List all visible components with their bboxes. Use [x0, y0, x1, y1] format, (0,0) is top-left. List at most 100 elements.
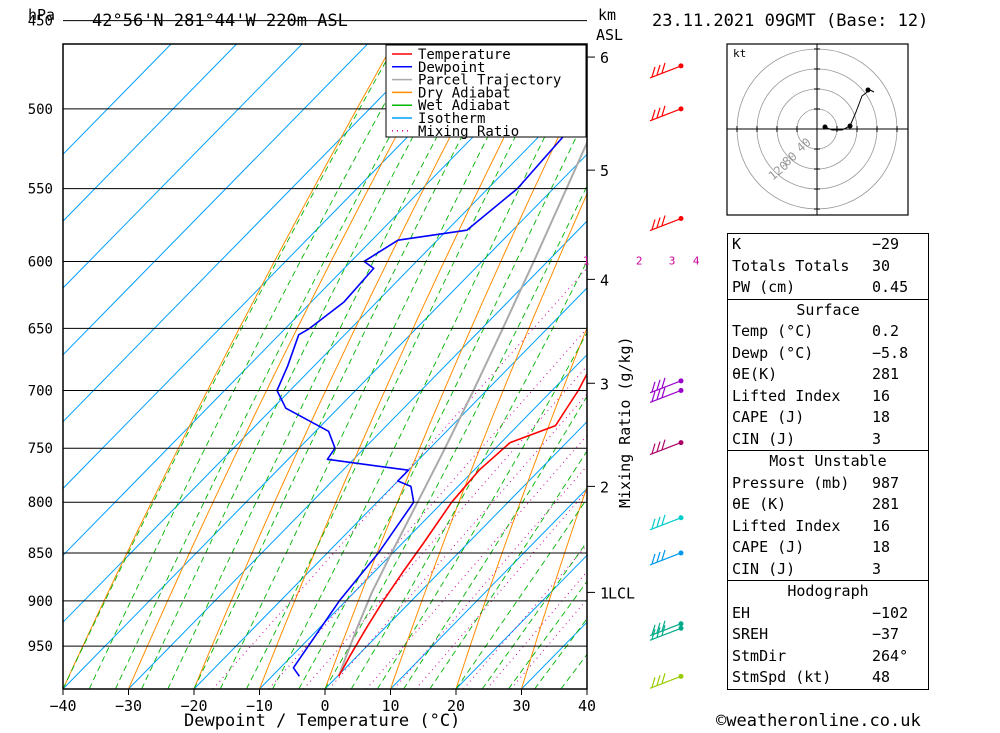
index-label: θE (K) [732, 495, 787, 513]
pressure-tick-label: 750 [28, 441, 53, 457]
wind-barb-feather [656, 389, 661, 400]
index-value: 987 [872, 473, 900, 492]
wind-barb-feather [661, 549, 666, 561]
index-label: PW (cm) [732, 278, 796, 296]
index-label: CAPE (J) [732, 408, 805, 426]
index-value: 18 [872, 408, 891, 426]
wind-barb-dot [678, 106, 684, 112]
wind-barb-dot [678, 216, 684, 222]
index-label: StmSpd (kt) [732, 668, 832, 686]
x-tick-label: −10 [246, 697, 273, 715]
index-row: CAPE (J) 18 [728, 407, 928, 429]
wind-barb-feather [656, 551, 661, 563]
mixing-ratio-label: 3 [669, 254, 676, 267]
asl-unit-label: ASL [596, 26, 624, 44]
index-value: −37 [872, 625, 900, 643]
legend-label: Parcel Trajectory [418, 73, 561, 89]
index-row: Totals Totals 30 [728, 256, 928, 278]
wind-barb-feather [651, 219, 656, 230]
run-datetime: 23.11.2021 09GMT (Base: 12) [652, 11, 929, 31]
index-value: 18 [872, 538, 891, 556]
index-value: 30 [872, 256, 891, 275]
wind-barb-staff [649, 552, 682, 566]
wet-adiabat-line [272, 50, 587, 689]
general-indices: K −29 Totals Totals 30 PW (cm) 0.45 [728, 234, 928, 299]
index-label: Lifted Index [732, 386, 841, 405]
dry-adiabat-line [455, 326, 587, 689]
x-tick-label: −30 [115, 697, 142, 715]
legend-label: Dry Adiabat [418, 85, 511, 101]
wind-barb-feather [656, 441, 661, 452]
wind-barbs [649, 62, 684, 689]
wind-barb-staff [649, 108, 682, 122]
wind-barb-feather [651, 109, 656, 121]
mixing-ratio-line [393, 465, 587, 689]
index-label: Pressure (mb) [732, 473, 850, 492]
wind-barb-feather [651, 443, 656, 454]
wind-barb-feather [656, 107, 661, 119]
index-label: SREH [732, 625, 769, 643]
legend-label: Mixing Ratio [418, 124, 519, 140]
wet-adiabat-line [114, 44, 441, 689]
index-value: −102 [872, 603, 909, 622]
index-value: 3 [872, 429, 882, 448]
divider [728, 580, 928, 581]
wind-barb-feather [651, 391, 656, 402]
km-unit-label: km [598, 6, 617, 24]
wind-barb-dot [678, 378, 684, 384]
wet-adiabat-line [455, 497, 587, 689]
mixing-ratio-line [328, 393, 587, 689]
dry-adiabat-line [974, 0, 1000, 730]
index-row: StmSpd (kt) 48 [728, 667, 928, 689]
dry-adiabat-line [324, 76, 587, 689]
index-label: Dewp (°C) [732, 343, 814, 362]
index-label: CIN (J) [732, 559, 796, 578]
x-tick-label: 20 [447, 697, 465, 715]
index-row: StmDir 264° [728, 646, 928, 668]
wind-barb-feather [656, 622, 661, 633]
index-value: 3 [872, 559, 882, 578]
legend-label: Dewpoint [418, 60, 485, 76]
isotherm-line [63, 86, 587, 623]
hodograph-point [865, 87, 871, 93]
wind-barb-feather [651, 66, 656, 78]
wind-barb-feather [661, 625, 666, 636]
km-tick-label: 4 [600, 271, 609, 289]
wind-barb-feather [651, 624, 656, 635]
mixing-ratio-axis-label: Mixing Ratio (g/kg) [616, 336, 634, 508]
isotherm-line [63, 44, 303, 289]
km-tick-label: 5 [600, 162, 609, 180]
isotherm-line [128, 220, 587, 689]
index-row: CIN (J) 3 [728, 559, 928, 581]
index-label: CIN (J) [732, 429, 796, 448]
wind-barb-dot [678, 63, 684, 69]
dry-adiabat-line [63, 44, 394, 689]
wind-barb-feather [651, 553, 656, 565]
wind-barb-feather [656, 516, 661, 527]
km-tick-label: 1 [600, 584, 609, 602]
km-tick-label: 2 [600, 478, 609, 496]
index-row: SREH −37 [728, 624, 928, 646]
temperature-line [338, 372, 587, 677]
index-label: Lifted Index [732, 516, 841, 535]
index-label: StmDir [732, 646, 787, 665]
credit-link[interactable]: ©weatheronline.co.uk [716, 711, 921, 731]
wind-barb-feather [656, 64, 661, 76]
wind-barb-feather [656, 675, 661, 686]
most-unstable-indices: Pressure (mb) 987 θE (K) 281 Lifted Index 16 C… [728, 473, 928, 581]
wet-adiabat-line [377, 331, 587, 689]
pressure-tick-label: 850 [28, 546, 53, 562]
mixing-ratio-label: 4 [693, 254, 700, 267]
index-row: Dewp (°C) −5.8 [728, 343, 928, 365]
mixing-ratio-label: 2 [636, 254, 643, 267]
wet-adiabat-line [324, 185, 587, 689]
mixing-ratio-label: 1 [583, 254, 590, 267]
wind-barb-staff [649, 517, 682, 531]
pressure-tick-label: 950 [28, 639, 53, 655]
wind-barb-feather [661, 514, 666, 525]
index-row: Pressure (mb) 987 [728, 473, 928, 495]
wind-barb-feather [661, 673, 666, 684]
wind-barb-staff [649, 389, 682, 404]
